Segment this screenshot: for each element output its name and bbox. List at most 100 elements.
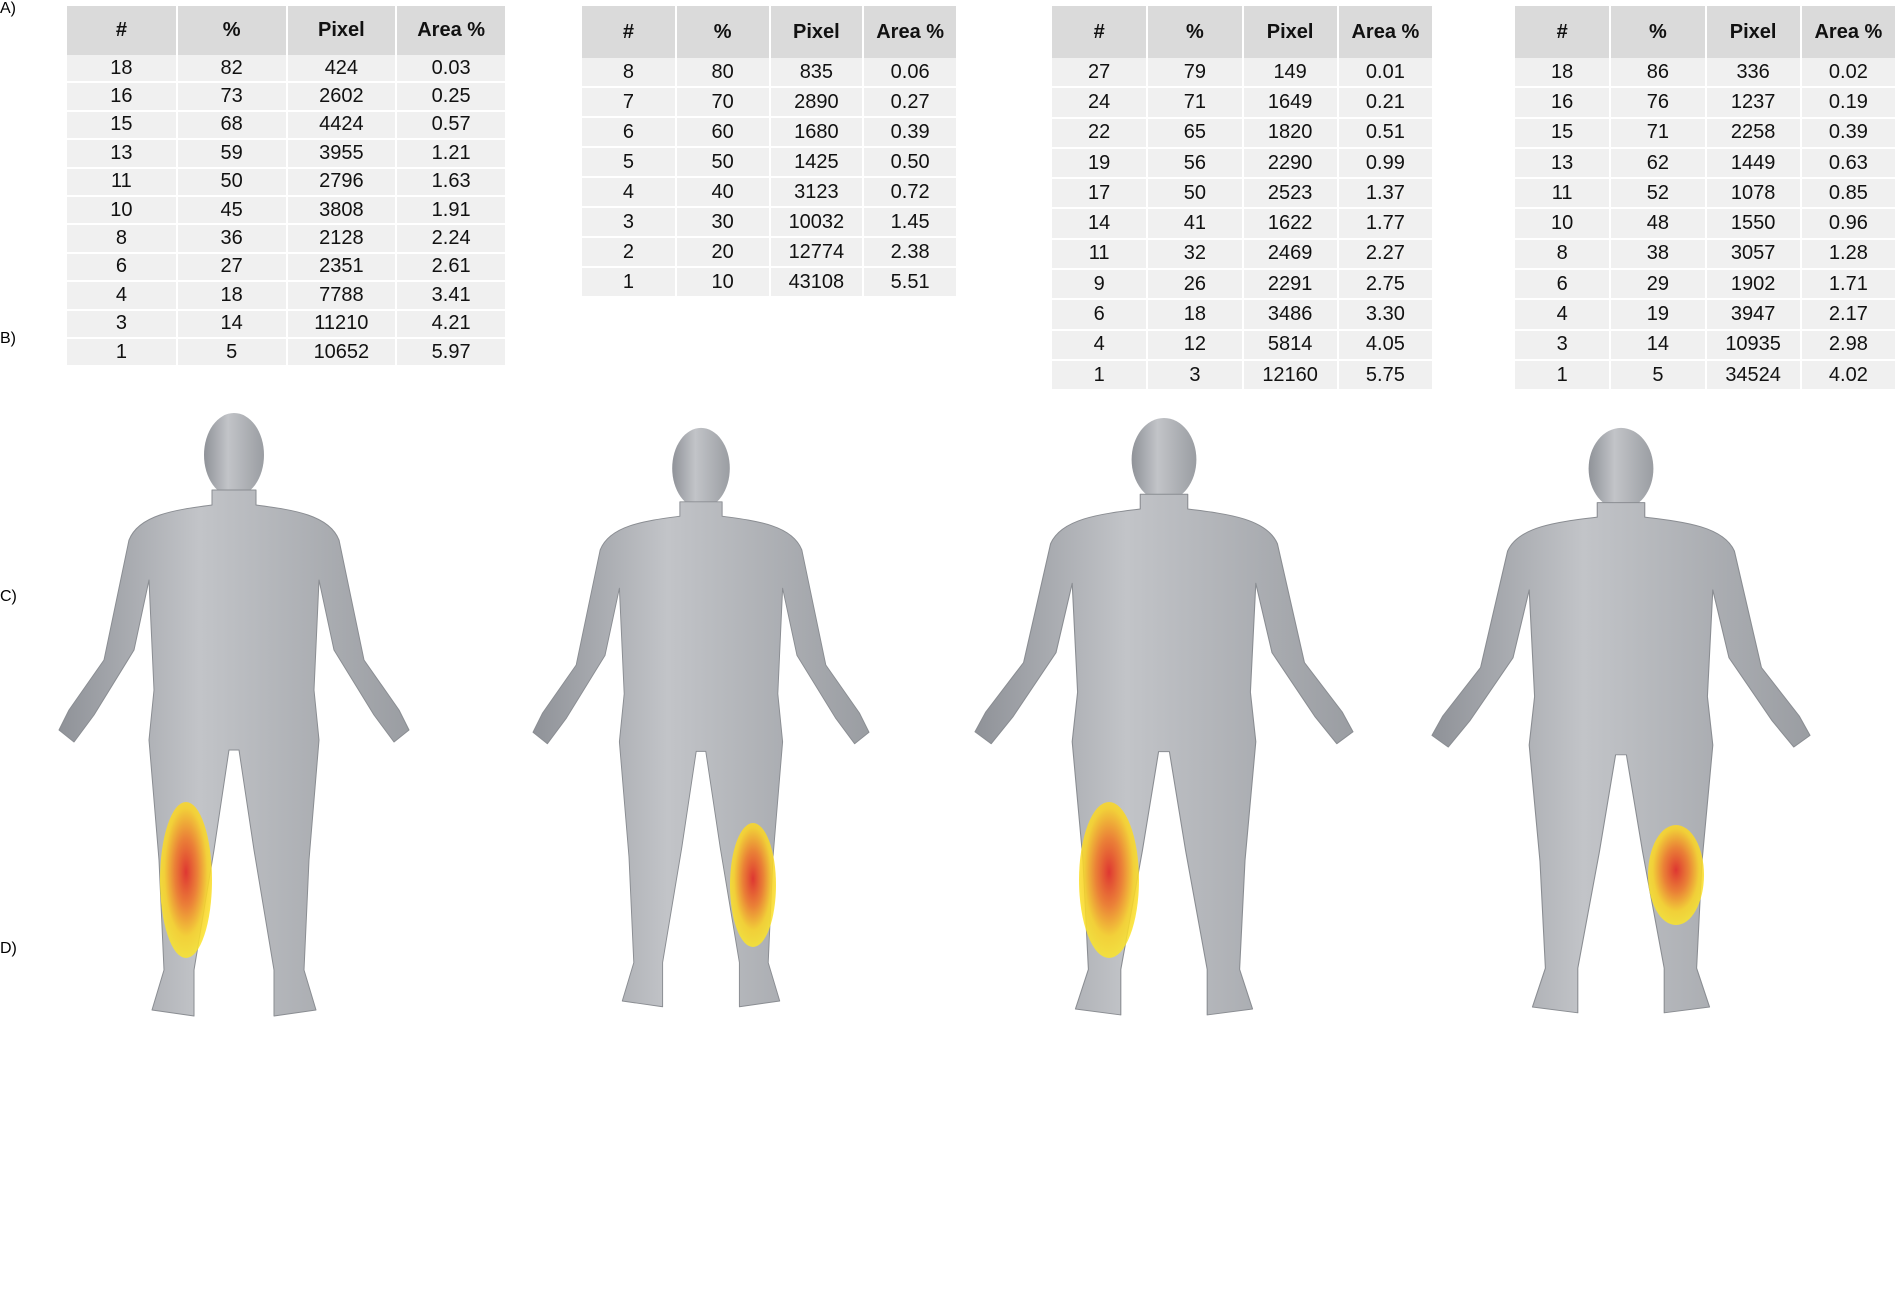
table-cell: 10 (67, 195, 178, 226)
table-cell: 16 (1515, 87, 1612, 119)
table-cell: 2291 (1242, 269, 1339, 301)
table-cell: 1 (1515, 359, 1612, 392)
table-cell: 4.21 (396, 309, 507, 339)
table-cell: 71 (1147, 87, 1244, 119)
table-cell: 3 (1515, 329, 1612, 361)
table-cell: 18 (176, 281, 288, 311)
column-header: % (1610, 6, 1707, 58)
table-cell: 45 (176, 195, 288, 226)
table-row: 18 86 336 0.02 (1515, 58, 1898, 89)
table-cell: 43108 (769, 267, 865, 298)
table-cell: 2258 (1705, 117, 1802, 149)
column-header: Pixel (1705, 6, 1802, 58)
table-cell: 2469 (1242, 238, 1339, 271)
table-row: 4 19 3947 2.17 (1515, 299, 1898, 331)
table-row: 16 76 1237 0.19 (1515, 87, 1898, 119)
table-cell: 1 (582, 267, 677, 298)
table-cell: 5.97 (396, 337, 507, 368)
table-row: 8 36 2128 2.24 (67, 224, 507, 254)
table-cell: 1.63 (396, 167, 507, 197)
table-cell: 0.99 (1337, 147, 1435, 180)
table-cell: 2796 (286, 167, 398, 197)
table-cell: 2523 (1242, 178, 1339, 210)
table-cell: 149 (1242, 58, 1339, 89)
table-row: 11 52 1078 0.85 (1515, 178, 1898, 210)
table-cell: 13 (67, 139, 178, 169)
table-cell: 1 (67, 337, 178, 368)
table-cell: 2602 (286, 82, 398, 112)
table-cell: 5 (582, 147, 677, 178)
table-row: 17 50 2523 1.37 (1052, 178, 1435, 210)
table-row: 3 14 10935 2.98 (1515, 329, 1898, 361)
column-header: # (582, 6, 677, 58)
panel-label: A) (0, 0, 16, 17)
table-cell: 5.51 (863, 267, 958, 298)
table-cell: 0.85 (1800, 178, 1898, 210)
table-row: 6 29 1902 1.71 (1515, 269, 1898, 301)
data-table: #% Pixel Area % 18 82 424 0.03 16 73 2602 0.25 15 68… (67, 6, 507, 368)
table-cell: 24 (1052, 87, 1149, 119)
table-cell: 5 (176, 337, 288, 368)
table-cell: 12 (1147, 329, 1244, 361)
table-cell: 1649 (1242, 87, 1339, 119)
table-cell: 11 (67, 167, 178, 197)
table-cell: 0.39 (1800, 117, 1898, 149)
table-cell: 18 (1515, 58, 1612, 89)
data-table: #% Pixel Area % 27 79 149 0.01 24 71 1649 0.21 22 65… (1052, 6, 1435, 392)
table-cell: 2890 (769, 87, 865, 118)
table-row: 2 20 12774 2.38 (582, 237, 958, 268)
table-cell: 2.98 (1800, 329, 1898, 361)
data-table: #% Pixel Area % 8 80 835 0.06 7 70 2890 0.27 6 60 168… (582, 6, 958, 298)
table-cell: 34524 (1705, 359, 1802, 392)
table-cell: 1078 (1705, 178, 1802, 210)
table-cell: 2.24 (396, 224, 507, 254)
column-header: Area % (863, 6, 958, 58)
table-cell: 10032 (769, 207, 865, 238)
header-row: #% Pixel Area % (67, 6, 507, 55)
table-cell: 2.61 (396, 252, 507, 283)
column-header: Pixel (1242, 6, 1339, 58)
table-cell: 2128 (286, 224, 398, 254)
table-cell: 7 (582, 87, 677, 118)
table-cell: 2 (582, 237, 677, 268)
table-cell: 16 (67, 82, 178, 112)
table-cell: 29 (1610, 269, 1707, 301)
table-cell: 3955 (286, 139, 398, 169)
table-cell: 86 (1610, 58, 1707, 89)
table-cell: 0.21 (1337, 87, 1435, 119)
table-cell: 0.72 (863, 177, 958, 208)
table-cell: 12160 (1242, 359, 1339, 392)
table-cell: 70 (675, 87, 771, 118)
table-row: 4 18 7788 3.41 (67, 281, 507, 311)
header-row: #% Pixel Area % (582, 6, 958, 58)
body-back (532, 427, 870, 1008)
table-cell: 4 (1515, 299, 1612, 331)
table-cell: 336 (1705, 58, 1802, 89)
figure: A) #% Pixel Area % 18 82 424 0.03 16 73 2602 0.25 15… (0, 0, 1898, 1017)
table-cell: 80 (675, 58, 771, 88)
table-cell: 3 (582, 207, 677, 238)
table-cell: 5814 (1242, 329, 1339, 361)
table-row: 22 65 1820 0.51 (1052, 117, 1435, 149)
table-cell: 62 (1610, 147, 1707, 180)
table-cell: 38 (1610, 238, 1707, 271)
table-row: 6 60 1680 0.39 (582, 117, 958, 148)
table-cell: 0.57 (396, 110, 507, 141)
table-row: 11 50 2796 1.63 (67, 167, 507, 197)
table-cell: 6 (582, 117, 677, 148)
table-row: 1 5 34524 4.02 (1515, 359, 1898, 392)
table-cell: 0.96 (1800, 208, 1898, 240)
table-cell: 73 (176, 82, 288, 112)
table-cell: 0.51 (1337, 117, 1435, 149)
table-cell: 65 (1147, 117, 1244, 149)
table-cell: 12774 (769, 237, 865, 268)
table-cell: 76 (1610, 87, 1707, 119)
table-cell: 1680 (769, 117, 865, 148)
table-cell: 1902 (1705, 269, 1802, 301)
table-row: 5 50 1425 0.50 (582, 147, 958, 178)
table-cell: 0.02 (1800, 58, 1898, 89)
table-cell: 1.37 (1337, 178, 1435, 210)
table-row: 4 40 3123 0.72 (582, 177, 958, 208)
column-header: Area % (1800, 6, 1898, 58)
column-header: Area % (396, 6, 507, 55)
